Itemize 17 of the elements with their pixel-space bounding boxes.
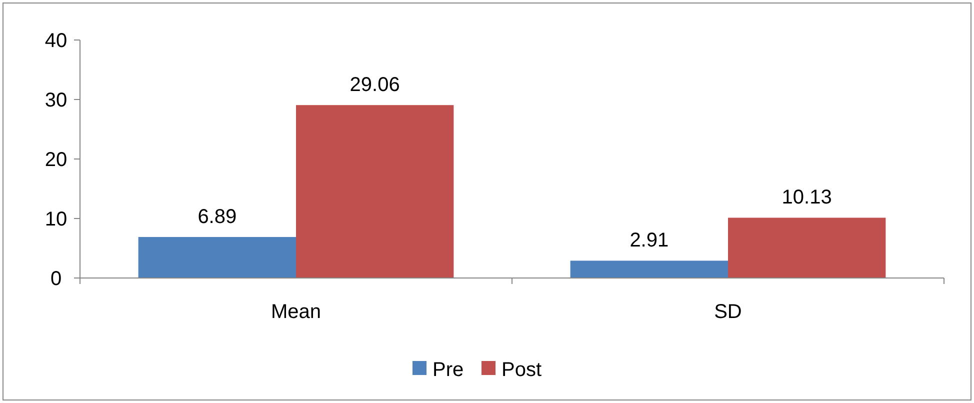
data-label: 10.13 [782, 186, 832, 209]
y-tick-label: 30 [44, 90, 68, 112]
y-tick-label: 40 [44, 30, 68, 52]
data-label: 2.91 [630, 230, 669, 252]
bar [138, 237, 296, 278]
legend-label: Pre [432, 359, 464, 381]
data-label: 6.89 [198, 206, 237, 228]
y-tick-label: 20 [44, 149, 68, 171]
x-tick-label: SD [714, 301, 742, 323]
bar [728, 218, 886, 278]
y-tick-label: 10 [44, 208, 68, 230]
bar [570, 260, 728, 278]
bar [296, 105, 454, 278]
x-tick-label: Mean [270, 301, 322, 323]
legend-label: Post [502, 359, 542, 381]
y-tick-label: 0 [50, 268, 62, 290]
data-label: 29.06 [350, 74, 400, 96]
